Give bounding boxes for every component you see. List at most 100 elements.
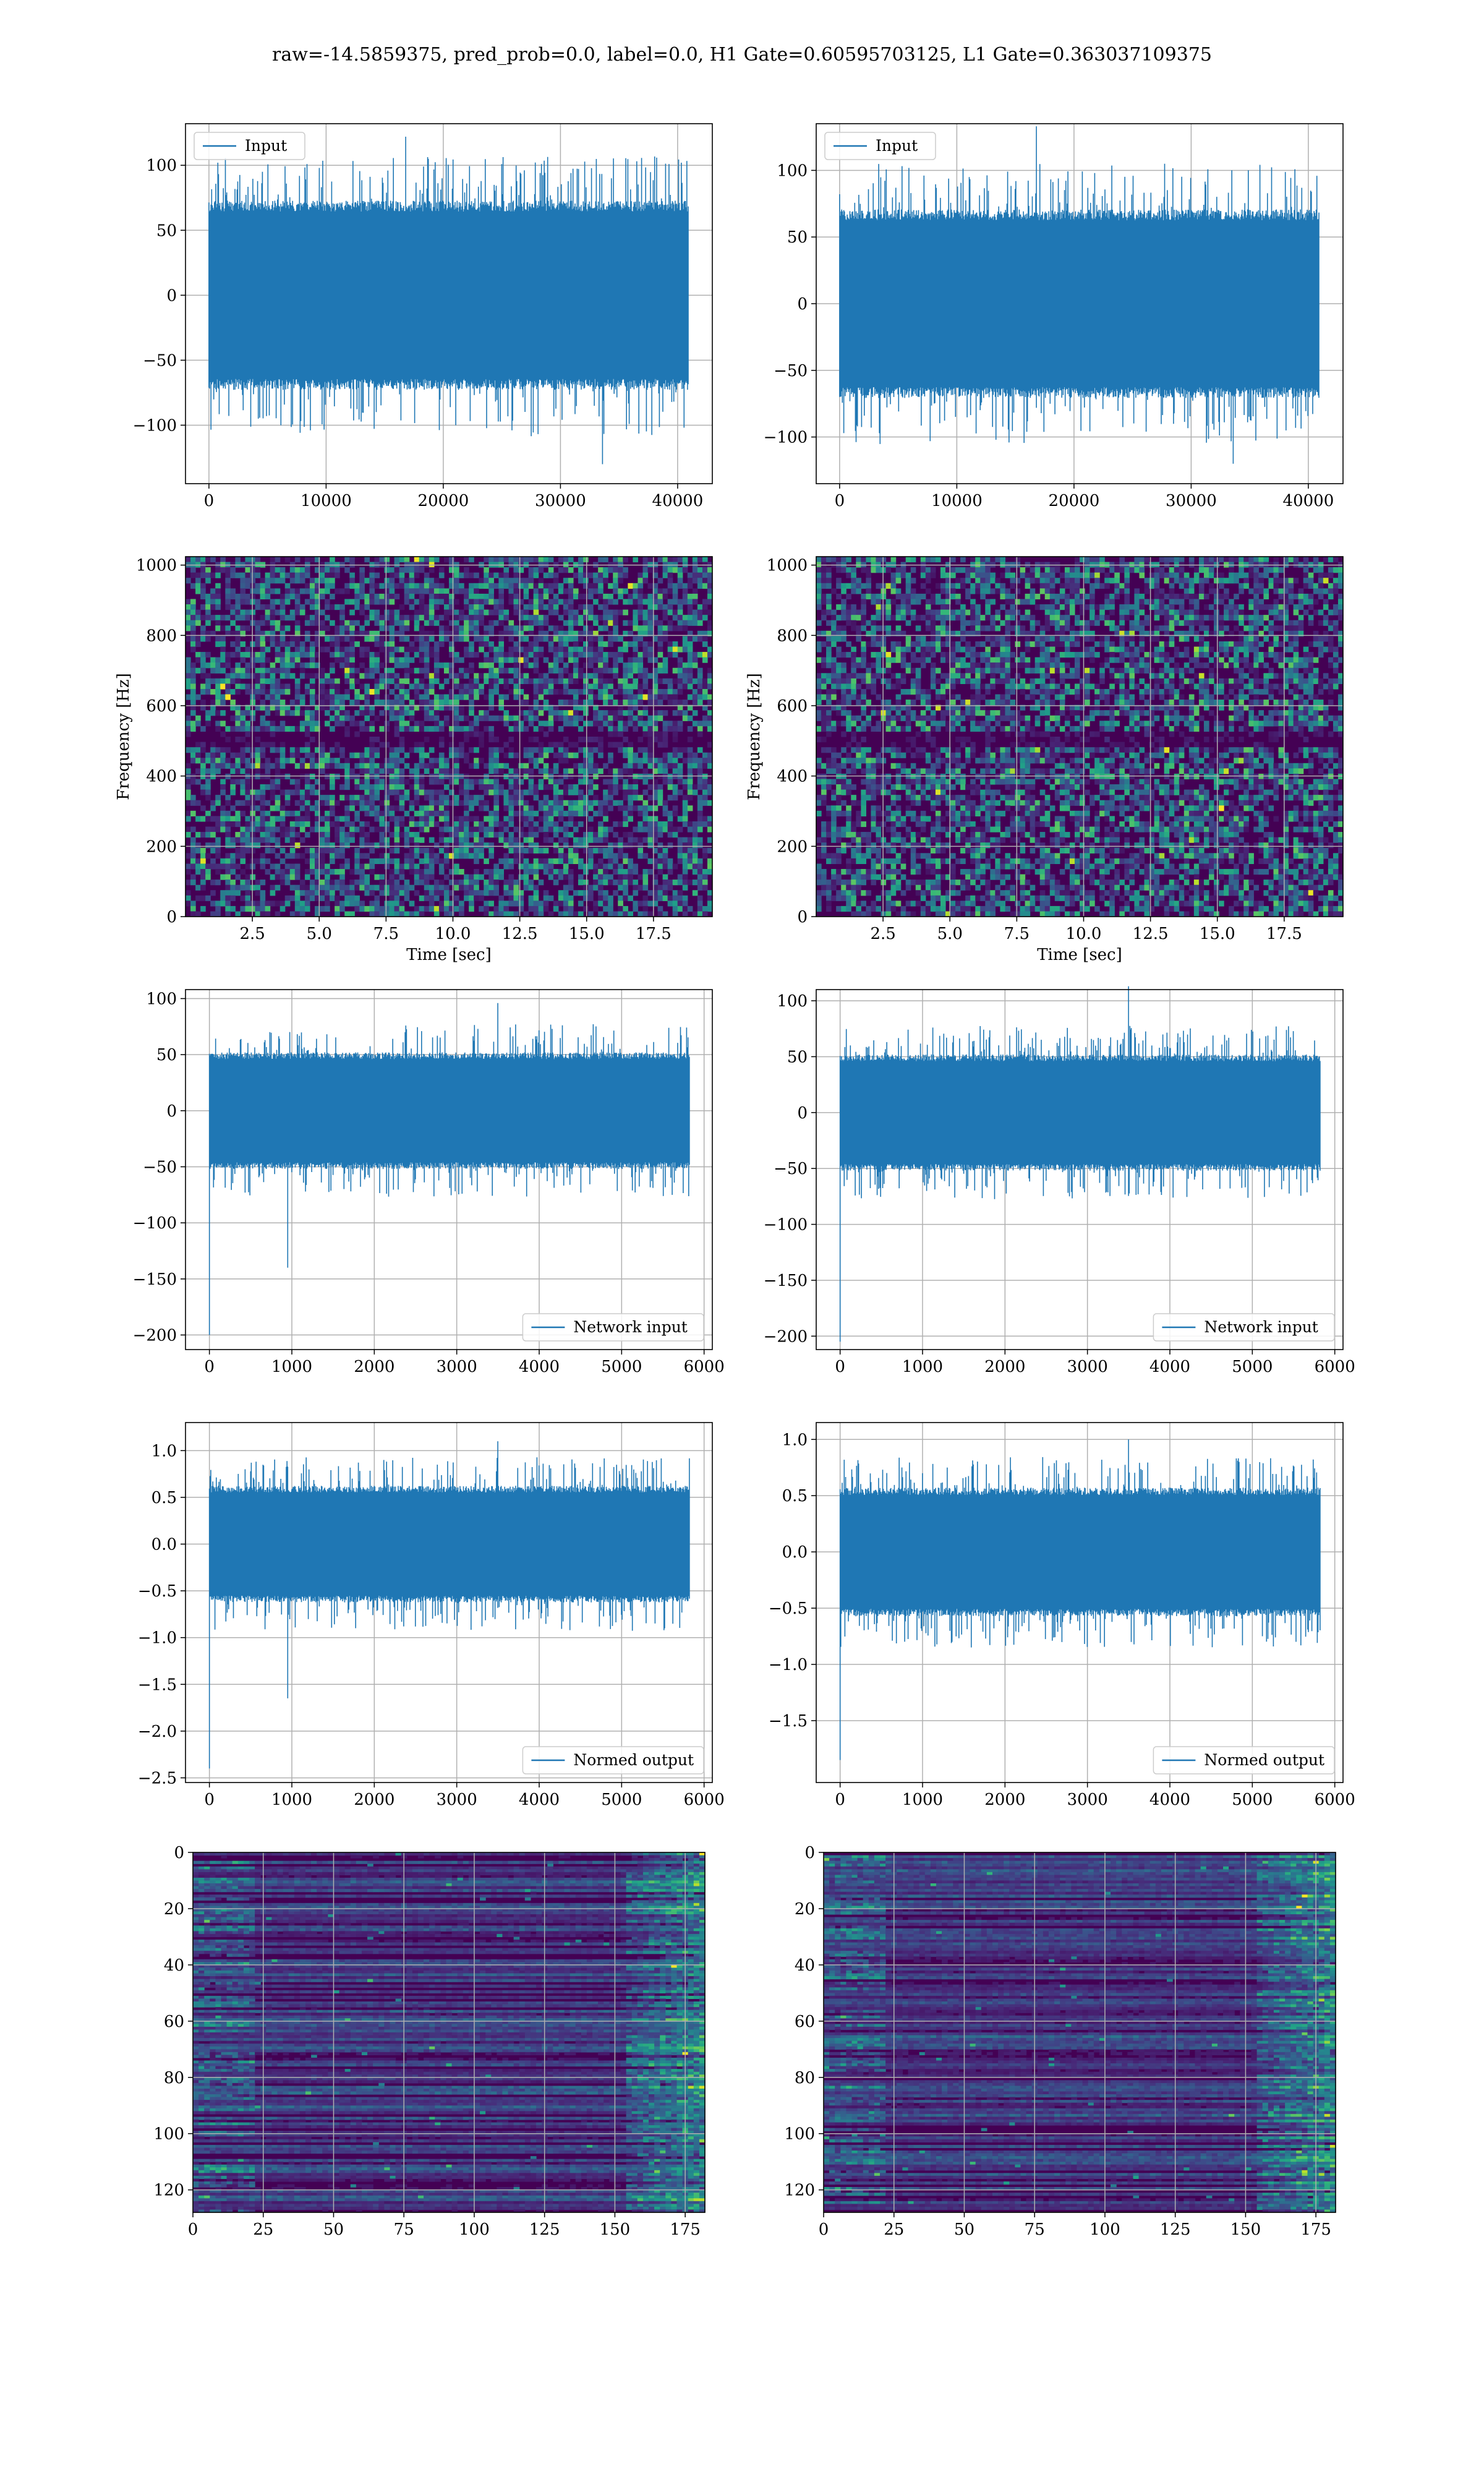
heatmap-cell — [648, 689, 654, 695]
heatmap-cell — [484, 790, 489, 795]
heatmap-cell — [379, 906, 385, 912]
heatmap-cell — [399, 901, 405, 906]
heatmap-cell — [697, 620, 703, 626]
heatmap-cell — [464, 668, 469, 674]
heatmap-cell — [374, 906, 380, 912]
heatmap-cell — [354, 695, 360, 700]
heatmap-cell — [354, 869, 360, 875]
heatmap-cell — [558, 753, 564, 758]
heatmap-cell — [275, 842, 281, 848]
heatmap-cell — [513, 800, 519, 806]
heatmap-cell — [364, 673, 370, 678]
heatmap-cell — [508, 657, 514, 663]
heatmap-cell — [658, 695, 663, 700]
heatmap-cell — [414, 647, 420, 653]
heatmap-cell — [290, 827, 296, 833]
heatmap-cell — [603, 641, 608, 647]
heatmap-cell — [369, 805, 375, 811]
heatmap-cell — [270, 763, 276, 769]
heatmap-cell — [409, 805, 415, 811]
heatmap-cell — [339, 880, 345, 885]
heatmap-cell — [658, 731, 663, 737]
heatmap-cell — [230, 700, 236, 705]
heatmap-cell — [529, 678, 534, 684]
heatmap-cell — [618, 863, 623, 869]
heatmap-cell — [524, 869, 529, 875]
heatmap-cell — [424, 795, 430, 800]
heatmap-cell — [683, 583, 688, 589]
heatmap-cell — [688, 678, 693, 684]
heatmap-cell — [414, 779, 420, 784]
heatmap-cell — [693, 710, 698, 716]
heatmap-cell — [186, 832, 191, 837]
heatmap-cell — [220, 683, 226, 689]
heatmap-cell — [573, 805, 579, 811]
heatmap-cell — [409, 567, 415, 573]
heatmap-cell — [693, 662, 698, 668]
heatmap-cell — [409, 657, 415, 663]
heatmap-cell — [603, 678, 608, 684]
heatmap-cell — [285, 869, 291, 875]
heatmap-cell — [508, 784, 514, 790]
heatmap-cell — [588, 657, 594, 663]
heatmap-cell — [519, 583, 524, 589]
heatmap-cell — [668, 647, 673, 653]
heatmap-cell — [429, 678, 435, 684]
heatmap-cell — [330, 557, 335, 562]
heatmap-cell — [330, 890, 335, 896]
heatmap-cell — [618, 805, 623, 811]
heatmap-cell — [230, 678, 236, 684]
heatmap-cell — [519, 896, 524, 901]
heatmap-cell — [638, 652, 643, 657]
heatmap-cell — [613, 583, 618, 589]
heatmap-cell — [474, 683, 479, 689]
heatmap-cell — [498, 604, 504, 610]
heatmap-cell — [404, 863, 410, 869]
heatmap-cell — [563, 896, 569, 901]
heatmap-cell — [310, 557, 315, 562]
heatmap-cell — [588, 832, 594, 837]
heatmap-cell — [503, 863, 509, 869]
heatmap-cell — [449, 869, 454, 875]
heatmap-cell — [668, 689, 673, 695]
heatmap-cell — [598, 821, 603, 827]
heatmap-cell — [364, 774, 370, 779]
y-tick-label: 50 — [787, 228, 808, 247]
heatmap-cell — [488, 853, 494, 858]
heatmap-cell — [628, 673, 633, 678]
heatmap-cell — [668, 863, 673, 869]
heatmap-cell — [573, 800, 579, 806]
heatmap-cell — [394, 716, 400, 721]
heatmap-cell — [678, 625, 683, 631]
heatmap-cell — [688, 615, 693, 620]
heatmap-cell — [544, 583, 549, 589]
heatmap-cell — [255, 652, 261, 657]
heatmap-cell — [235, 848, 241, 854]
heatmap-cell — [320, 763, 325, 769]
heatmap-cell — [390, 689, 395, 695]
heatmap-cell — [503, 610, 509, 615]
heatmap-cell — [260, 816, 266, 821]
heatmap-cell — [449, 827, 454, 833]
heatmap-cell — [439, 594, 445, 599]
heatmap-cell — [330, 695, 335, 700]
heatmap-cell — [588, 636, 594, 641]
heatmap-cell — [444, 599, 450, 604]
heatmap-cell — [280, 869, 286, 875]
heatmap-cell — [409, 599, 415, 604]
y-tick-label: −100 — [764, 429, 808, 447]
heatmap-cell — [544, 821, 549, 827]
heatmap-cell — [693, 869, 698, 875]
heatmap-cell — [623, 811, 628, 816]
heatmap-cell — [459, 906, 464, 912]
heatmap-cell — [255, 657, 261, 663]
heatmap-cell — [230, 821, 236, 827]
heatmap-cell — [335, 721, 340, 726]
heatmap-cell — [469, 557, 474, 562]
heatmap-cell — [548, 573, 554, 578]
heatmap-cell — [588, 647, 594, 653]
heatmap-cell — [429, 837, 435, 843]
heatmap-cell — [548, 827, 554, 833]
heatmap-cell — [618, 588, 623, 594]
heatmap-cell — [385, 811, 390, 816]
